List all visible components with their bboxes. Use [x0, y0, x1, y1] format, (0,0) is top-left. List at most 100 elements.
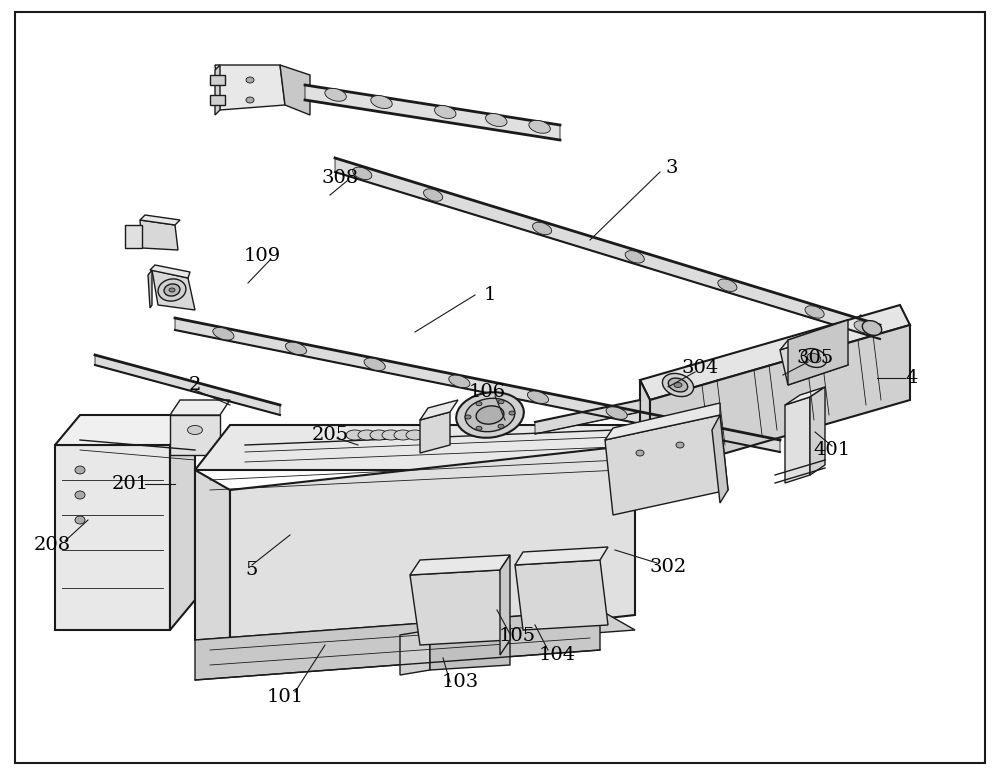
Ellipse shape — [498, 400, 504, 404]
Text: 3: 3 — [666, 159, 678, 177]
Polygon shape — [785, 397, 810, 483]
Ellipse shape — [476, 426, 482, 430]
Text: 304: 304 — [681, 359, 719, 377]
Text: 101: 101 — [266, 688, 304, 706]
Polygon shape — [125, 225, 142, 248]
Ellipse shape — [406, 430, 424, 440]
Polygon shape — [150, 265, 190, 278]
Ellipse shape — [246, 97, 254, 103]
Ellipse shape — [718, 279, 737, 291]
Ellipse shape — [169, 288, 175, 292]
Ellipse shape — [358, 430, 376, 440]
Ellipse shape — [636, 450, 644, 456]
Text: 103: 103 — [441, 673, 479, 691]
Polygon shape — [170, 415, 195, 630]
Ellipse shape — [509, 411, 515, 415]
Ellipse shape — [75, 516, 85, 524]
Polygon shape — [810, 387, 825, 475]
Text: 104: 104 — [538, 646, 576, 664]
Polygon shape — [430, 625, 510, 670]
Polygon shape — [210, 75, 225, 85]
Ellipse shape — [498, 424, 504, 429]
Text: 4: 4 — [906, 369, 918, 387]
Ellipse shape — [346, 430, 364, 440]
Ellipse shape — [807, 353, 821, 363]
Text: 1: 1 — [484, 286, 496, 304]
Polygon shape — [60, 440, 130, 450]
Polygon shape — [215, 65, 285, 110]
Ellipse shape — [476, 406, 504, 424]
Polygon shape — [195, 610, 635, 660]
Ellipse shape — [364, 358, 385, 370]
Ellipse shape — [75, 466, 85, 474]
Ellipse shape — [854, 321, 873, 333]
Ellipse shape — [527, 391, 549, 404]
Polygon shape — [230, 445, 635, 660]
Polygon shape — [95, 535, 115, 555]
Polygon shape — [62, 540, 80, 560]
Ellipse shape — [285, 342, 307, 355]
Text: 106: 106 — [468, 383, 506, 401]
Polygon shape — [55, 445, 170, 630]
Ellipse shape — [691, 424, 712, 436]
Text: 208: 208 — [33, 536, 71, 554]
Polygon shape — [175, 318, 780, 452]
Ellipse shape — [676, 442, 684, 448]
Text: 205: 205 — [311, 426, 349, 444]
Ellipse shape — [370, 430, 388, 440]
Ellipse shape — [625, 250, 644, 263]
Polygon shape — [780, 320, 848, 350]
Polygon shape — [780, 330, 848, 385]
Ellipse shape — [805, 306, 824, 319]
Text: 5: 5 — [246, 561, 258, 579]
Ellipse shape — [801, 349, 827, 367]
Polygon shape — [335, 158, 880, 339]
Polygon shape — [420, 400, 458, 420]
Polygon shape — [640, 305, 910, 400]
Polygon shape — [515, 547, 608, 565]
Ellipse shape — [465, 415, 471, 419]
Polygon shape — [152, 270, 195, 310]
Ellipse shape — [449, 375, 470, 388]
Ellipse shape — [75, 491, 85, 499]
Ellipse shape — [662, 374, 694, 397]
Polygon shape — [788, 320, 848, 385]
Ellipse shape — [862, 321, 882, 336]
Polygon shape — [500, 555, 510, 655]
Polygon shape — [170, 415, 220, 455]
Text: 109: 109 — [243, 247, 281, 265]
Ellipse shape — [533, 222, 552, 235]
Polygon shape — [210, 95, 225, 105]
Ellipse shape — [465, 398, 515, 432]
Ellipse shape — [246, 77, 254, 83]
Text: 2: 2 — [189, 376, 201, 394]
Polygon shape — [140, 215, 180, 225]
Ellipse shape — [164, 284, 180, 296]
Text: 401: 401 — [813, 441, 851, 459]
Ellipse shape — [674, 383, 682, 388]
Polygon shape — [410, 555, 510, 575]
Polygon shape — [95, 355, 280, 415]
Ellipse shape — [382, 430, 400, 440]
Polygon shape — [420, 412, 450, 453]
Ellipse shape — [606, 407, 627, 419]
Polygon shape — [280, 65, 310, 115]
Polygon shape — [535, 400, 640, 434]
Ellipse shape — [213, 328, 234, 340]
Ellipse shape — [371, 95, 392, 109]
Polygon shape — [148, 270, 152, 308]
Polygon shape — [605, 415, 728, 515]
Polygon shape — [60, 450, 115, 545]
Text: 201: 201 — [111, 475, 149, 493]
Ellipse shape — [394, 430, 412, 440]
Text: 302: 302 — [649, 558, 687, 576]
Ellipse shape — [486, 114, 507, 126]
Polygon shape — [55, 415, 195, 445]
Polygon shape — [712, 415, 728, 503]
Ellipse shape — [668, 378, 688, 392]
Polygon shape — [860, 315, 895, 345]
Polygon shape — [195, 425, 635, 470]
Text: 305: 305 — [796, 349, 834, 367]
Polygon shape — [195, 470, 230, 660]
Polygon shape — [515, 560, 608, 630]
